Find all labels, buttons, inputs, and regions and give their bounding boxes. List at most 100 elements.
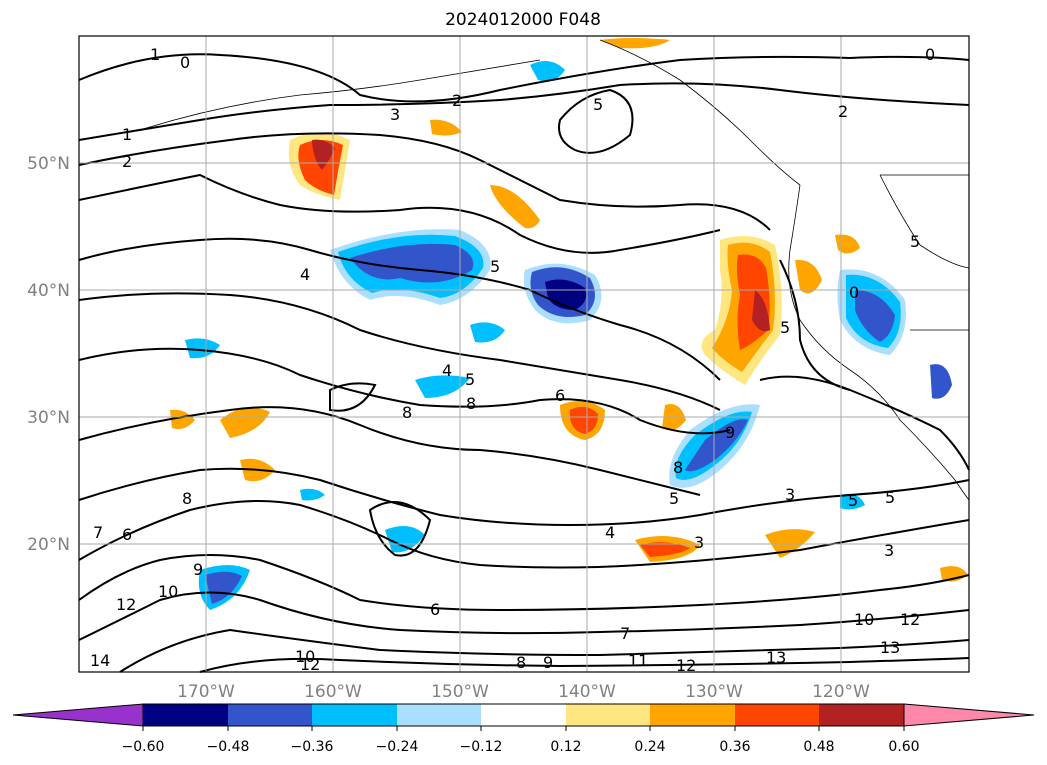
contour-label: 10: [295, 647, 315, 666]
cool-blob: [205, 571, 242, 604]
contour-label: 5: [669, 489, 679, 508]
contour-line: [368, 501, 432, 557]
colorbar: −0.60 −0.48 −0.36 −0.24 −0.12 0.12 0.24 …: [12, 703, 1035, 755]
contour-label: 12: [900, 610, 920, 629]
aleutian-islands: [139, 59, 541, 131]
contour-label: 2: [122, 152, 132, 171]
contour-label: 3: [694, 533, 704, 552]
warm-blob: [569, 406, 598, 434]
cool-blob: [840, 493, 865, 510]
cool-blob: [385, 526, 425, 553]
colorbar-segment: [735, 704, 819, 726]
contour-label: 9: [193, 560, 203, 579]
contour-label: 8: [402, 403, 412, 422]
lat-label-50: 50°N: [27, 154, 70, 174]
colorbar-tick-label: −0.48: [207, 739, 250, 755]
contour-label: 5: [885, 488, 895, 507]
contour-label: 13: [766, 648, 786, 667]
contour-label: 5: [490, 257, 500, 276]
lon-label-140: 140°W: [558, 682, 616, 702]
colorbar-tick-label: 0.12: [550, 739, 581, 755]
contour-line: [78, 554, 970, 612]
cool-blob: [415, 375, 470, 398]
contour-line: [78, 500, 970, 569]
colorbar-segment: [143, 704, 228, 726]
longitude-labels: 170°W 160°W 150°W 140°W 130°W 120°W: [177, 682, 870, 702]
contour-label: 5: [848, 491, 858, 510]
contour-label: 11: [628, 651, 648, 670]
lon-label-120: 120°W: [812, 682, 870, 702]
warm-blob: [312, 139, 335, 170]
warm-blob: [170, 409, 195, 429]
contour-label: 4: [300, 265, 310, 284]
contour-label: 4: [605, 523, 615, 542]
colorbar-segment: [397, 704, 481, 726]
contour-lines: [78, 53, 970, 673]
contour-line: [329, 382, 377, 412]
contour-line: [119, 628, 970, 673]
colorbar-tick-label: −0.60: [122, 739, 165, 755]
cool-blob: [470, 322, 505, 343]
contour-label: 5: [910, 232, 920, 251]
cool-anomaly-shading: [185, 61, 952, 610]
contour-line: [78, 237, 721, 381]
colorbar-ticks: [142, 726, 905, 731]
contour-line: [78, 173, 721, 254]
colorbar-segment: [650, 704, 735, 726]
contour-label: 5: [465, 370, 475, 389]
cool-blob: [855, 290, 895, 342]
contour-line: [759, 375, 970, 471]
contour-label: 12: [300, 655, 320, 674]
warm-blob: [752, 290, 770, 332]
contour-label: 8: [182, 489, 192, 508]
cool-blob: [185, 338, 220, 359]
contour-line: [78, 292, 721, 411]
warm-blob: [220, 407, 270, 438]
contour-label: 2: [452, 91, 462, 110]
contour-label: 7: [620, 624, 630, 643]
border-line: [879, 174, 970, 269]
contour-label: 12: [676, 656, 696, 675]
contour-label: 0: [180, 53, 190, 72]
contour-label: 3: [785, 485, 795, 504]
lon-label-130: 130°W: [685, 682, 743, 702]
contour-label: 6: [122, 525, 132, 544]
contour-label: 13: [880, 638, 900, 657]
contour-label: 0: [925, 45, 935, 64]
map-panel: 1 0 1 2 3 2 5 0 2 4 5 4 5 8 8 6 8 7 6 8 …: [78, 35, 970, 675]
graticule: [79, 36, 969, 672]
na-west-coast: [788, 184, 970, 501]
warm-blob: [430, 119, 462, 136]
colorbar-segment: [481, 704, 566, 726]
map-title: 2024012000 F048: [445, 10, 601, 30]
contour-label: 12: [116, 595, 136, 614]
lat-label-40: 40°N: [27, 281, 70, 301]
warm-blob: [600, 38, 670, 49]
contour-label: 5: [780, 318, 790, 337]
colorbar-segment: [566, 704, 650, 726]
contour-label: 1: [122, 125, 132, 144]
colorbar-extend-high: [903, 703, 1035, 727]
contour-label: 14: [90, 651, 110, 670]
contour-label: 10: [158, 582, 178, 601]
contour-label: 7: [93, 523, 103, 542]
contour-line: [199, 657, 970, 673]
lat-label-30: 30°N: [27, 408, 70, 428]
colorbar-segment: [228, 704, 312, 726]
coastline: [139, 39, 970, 501]
colorbar-outline: [142, 703, 905, 727]
contour-label: 3: [884, 541, 894, 560]
contour-label: 4: [442, 361, 452, 380]
contour-label: 8: [516, 653, 526, 672]
warm-blob: [795, 259, 822, 294]
contour-label: 1: [150, 45, 160, 64]
contour-line: [78, 347, 731, 435]
lon-label-150: 150°W: [431, 682, 489, 702]
warm-blob: [640, 542, 690, 557]
colorbar-segment: [819, 704, 904, 726]
warm-blob: [490, 185, 540, 229]
contour-label: 9: [543, 653, 553, 672]
contour-label: 5: [593, 95, 603, 114]
contour-label: 10: [854, 610, 874, 629]
